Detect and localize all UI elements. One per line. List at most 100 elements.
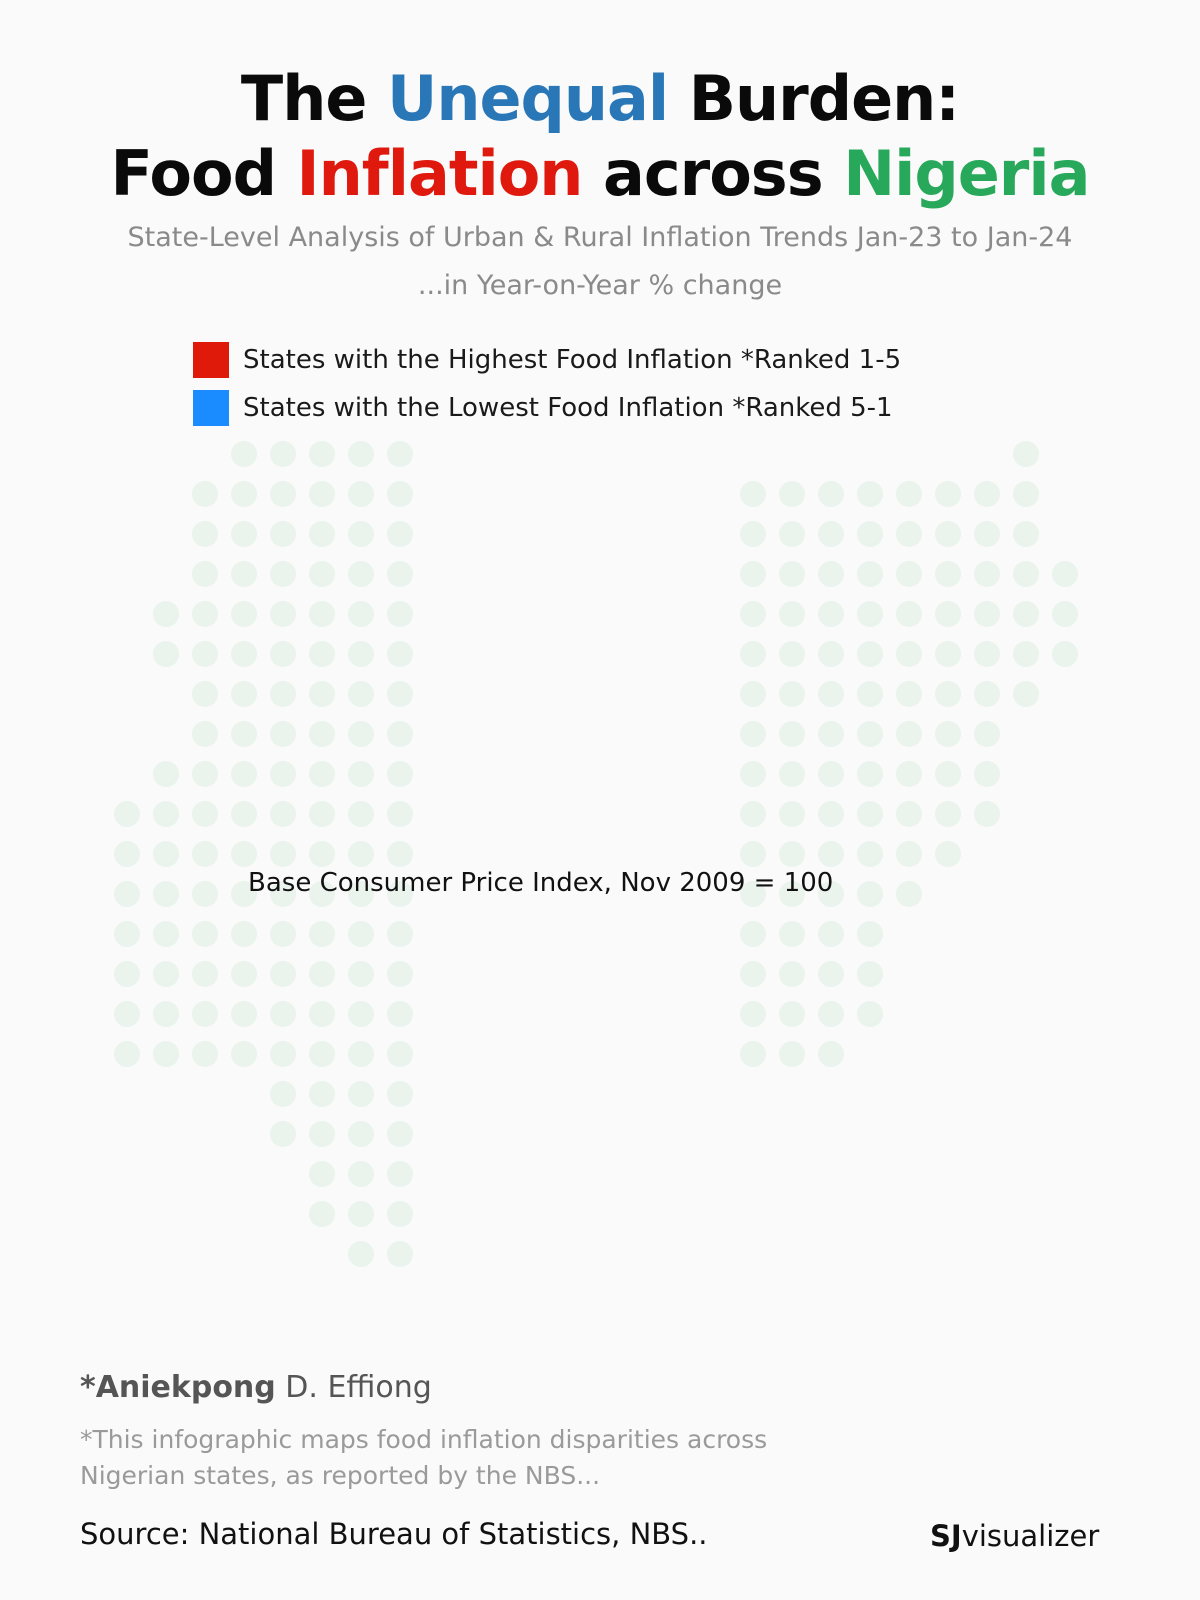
map-dot: [818, 521, 844, 547]
map-dot: [779, 761, 805, 787]
map-dot: [309, 481, 335, 507]
map-dot: [387, 521, 413, 547]
map-dot: [309, 1121, 335, 1147]
map-dot: [348, 761, 374, 787]
map-dot: [114, 881, 140, 907]
map-dot: [387, 601, 413, 627]
title-unequal: Unequal: [387, 62, 669, 135]
map-dot: [348, 1081, 374, 1107]
subtitle-line-1: State-Level Analysis of Urban & Rural In…: [127, 222, 1073, 253]
map-dot: [192, 881, 218, 907]
map-dot: [974, 481, 1000, 507]
map-dot: [348, 721, 374, 747]
map-dot: [309, 561, 335, 587]
map-dot: [387, 961, 413, 987]
map-dot: [740, 841, 766, 867]
map-dot: [192, 481, 218, 507]
map-dot: [857, 881, 883, 907]
map-dot: [1013, 481, 1039, 507]
map-dot: [935, 561, 961, 587]
map-dot: [270, 841, 296, 867]
map-dot: [740, 921, 766, 947]
map-dot: [348, 801, 374, 827]
map-dot: [348, 521, 374, 547]
map-dot: [779, 641, 805, 667]
map-dot: [192, 921, 218, 947]
map-dot: [270, 1001, 296, 1027]
map-dot: [818, 601, 844, 627]
map-dot: [1052, 601, 1078, 627]
map-dot: [192, 801, 218, 827]
map-dot: [779, 801, 805, 827]
map-dot: [857, 761, 883, 787]
cpi-base-note: Base Consumer Price Index, Nov 2009 = 10…: [248, 868, 834, 898]
map-dot: [348, 481, 374, 507]
map-dot: [270, 441, 296, 467]
map-dot: [309, 441, 335, 467]
map-dot: [740, 801, 766, 827]
map-dot: [231, 521, 257, 547]
map-dot: [192, 681, 218, 707]
map-dot: [387, 721, 413, 747]
map-dot: [270, 961, 296, 987]
map-dot: [192, 1001, 218, 1027]
map-dot: [740, 1041, 766, 1067]
map-dot: [270, 641, 296, 667]
legend-item-highest: States with the Highest Food Inflation *…: [193, 342, 901, 378]
map-dot: [114, 921, 140, 947]
map-dot: [270, 721, 296, 747]
map-dot: [387, 441, 413, 467]
title-inflation: Inflation: [296, 137, 584, 210]
brand-logo-rest: visualizer: [961, 1519, 1100, 1553]
map-dot: [309, 1081, 335, 1107]
map-dot: [231, 801, 257, 827]
map-dot: [231, 961, 257, 987]
map-dot: [974, 721, 1000, 747]
map-dot: [740, 1001, 766, 1027]
title-line-1: The Unequal Burden:: [0, 62, 1200, 136]
map-dot: [309, 601, 335, 627]
map-dot: [270, 1121, 296, 1147]
map-dot: [779, 961, 805, 987]
map-dot: [348, 921, 374, 947]
map-dot: [935, 761, 961, 787]
map-dot: [779, 1001, 805, 1027]
map-dot: [857, 561, 883, 587]
map-dot: [231, 441, 257, 467]
map-dot: [857, 801, 883, 827]
map-dot: [779, 841, 805, 867]
map-dot: [896, 561, 922, 587]
map-dot: [935, 841, 961, 867]
map-dot: [192, 841, 218, 867]
map-dot: [387, 1081, 413, 1107]
map-dot: [974, 601, 1000, 627]
map-dot: [1052, 561, 1078, 587]
map-dot: [935, 721, 961, 747]
map-dot: [935, 641, 961, 667]
map-dot: [896, 761, 922, 787]
map-dot: [818, 1041, 844, 1067]
map-dot: [153, 961, 179, 987]
map-dot: [935, 521, 961, 547]
map-dot: [818, 481, 844, 507]
map-dot: [1013, 441, 1039, 467]
map-dot: [387, 801, 413, 827]
map-dot: [348, 1001, 374, 1027]
map-dot: [348, 1161, 374, 1187]
map-dot: [857, 1001, 883, 1027]
map-dot: [935, 801, 961, 827]
map-dot: [896, 841, 922, 867]
map-dot: [309, 681, 335, 707]
map-dot: [387, 921, 413, 947]
map-dot: [348, 1041, 374, 1067]
map-dot: [309, 841, 335, 867]
map-dot: [387, 761, 413, 787]
map-dot: [740, 681, 766, 707]
map-dot: [387, 1201, 413, 1227]
map-dot: [1013, 601, 1039, 627]
map-dot: [896, 481, 922, 507]
map-dot: [387, 1041, 413, 1067]
map-dot: [818, 881, 844, 907]
map-dot: [192, 761, 218, 787]
map-dot: [309, 1041, 335, 1067]
